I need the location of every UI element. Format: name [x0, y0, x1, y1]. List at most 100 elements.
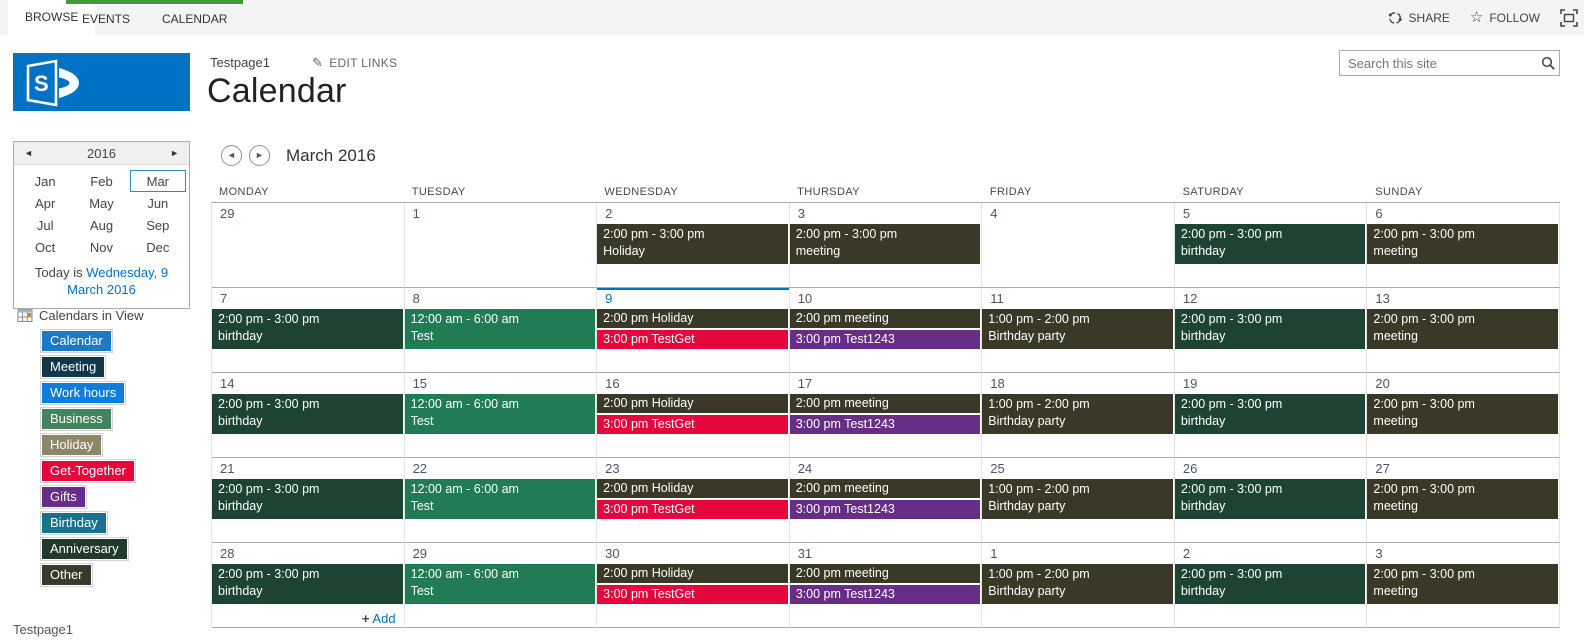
day-cell-24[interactable]: 24 2:00 pm meeting 3:00 pm Test1243 [789, 458, 983, 543]
day-number[interactable]: 20 [1375, 376, 1390, 391]
day-number[interactable]: 9 [605, 291, 613, 306]
breadcrumb-site-link[interactable]: Testpage1 [210, 55, 270, 70]
day-cell-20[interactable]: 20 2:00 pm - 3:00 pm meeting [1367, 373, 1560, 458]
calendar-chip-anniversary[interactable]: Anniversary [40, 537, 129, 561]
day-cell-1[interactable]: 1 [404, 203, 598, 288]
calendar-chip-work-hours[interactable]: Work hours [40, 381, 127, 405]
calendar-chip-get-together[interactable]: Get-Together [40, 459, 136, 483]
share-button[interactable]: SHARE [1387, 10, 1450, 26]
next-month-button[interactable]: ► [249, 145, 270, 166]
day-cell-3[interactable]: 3 2:00 pm - 3:00 pm meeting [1367, 543, 1560, 628]
day-number[interactable]: 22 [412, 461, 428, 476]
today-date-link[interactable]: Wednesday, 9 March 2016 [67, 265, 169, 297]
event-birthday-party[interactable]: 1:00 pm - 2:00 pm Birthday party [982, 479, 1173, 519]
day-number[interactable]: 5 [1182, 206, 1191, 221]
add-event-link[interactable]: + Add [362, 611, 396, 626]
event-test[interactable]: 12:00 am - 6:00 am Test [404, 479, 596, 519]
event-holiday[interactable]: 2:00 pm Holiday [597, 479, 788, 498]
day-cell-26[interactable]: 26 2:00 pm - 3:00 pm birthday [1174, 458, 1368, 543]
mini-month-aug[interactable]: Aug [89, 218, 114, 233]
tab-calendar[interactable]: CALENDAR [162, 12, 228, 26]
mini-month-jan[interactable]: Jan [34, 174, 56, 189]
day-cell-18[interactable]: 18 1:00 pm - 2:00 pm Birthday party [982, 373, 1175, 458]
event-test[interactable]: 12:00 am - 6:00 am Test [404, 394, 596, 434]
event-birthday[interactable]: 2:00 pm - 3:00 pm birthday [1174, 479, 1366, 519]
mini-month-mar[interactable]: Mar [129, 170, 186, 192]
sharepoint-logo[interactable]: S [13, 53, 190, 111]
day-number[interactable]: 24 [797, 461, 813, 476]
edit-links-button[interactable]: ✎ EDIT LINKS [312, 55, 397, 71]
event-birthday-party[interactable]: 1:00 pm - 2:00 pm Birthday party [982, 309, 1173, 349]
event-meeting[interactable]: 2:00 pm - 3:00 pm meeting [1367, 479, 1558, 519]
event-meeting[interactable]: 2:00 pm - 3:00 pm meeting [1367, 224, 1558, 264]
event-birthday[interactable]: 2:00 pm - 3:00 pm birthday [212, 309, 403, 349]
day-cell-9[interactable]: 9 2:00 pm Holiday 3:00 pm TestGet [597, 288, 790, 373]
day-number[interactable]: 29 [412, 546, 428, 561]
day-cell-19[interactable]: 19 2:00 pm - 3:00 pm birthday [1174, 373, 1368, 458]
day-cell-2[interactable]: 2 2:00 pm - 3:00 pm Holiday [597, 203, 790, 288]
day-number[interactable]: 13 [1375, 291, 1390, 306]
event-test[interactable]: 12:00 am - 6:00 am Test [404, 309, 596, 349]
calendar-chip-birthday[interactable]: Birthday [40, 511, 108, 535]
calendar-chip-other[interactable]: Other [40, 563, 93, 587]
event-test1243[interactable]: 3:00 pm Test1243 [789, 415, 981, 434]
calendar-chip-meeting[interactable]: Meeting [40, 355, 107, 379]
event-birthday-party[interactable]: 1:00 pm - 2:00 pm Birthday party [982, 564, 1173, 604]
mini-month-nov[interactable]: Nov [89, 240, 114, 255]
day-cell-5[interactable]: 5 2:00 pm - 3:00 pm birthday [1174, 203, 1368, 288]
day-cell-22[interactable]: 22 12:00 am - 6:00 am Test [404, 458, 598, 543]
day-cell-28[interactable]: 28 2:00 pm - 3:00 pm birthday + Add [212, 543, 405, 628]
mini-month-apr[interactable]: Apr [35, 196, 56, 211]
day-number[interactable]: 31 [797, 546, 813, 561]
footer-site-link[interactable]: Testpage1 [13, 622, 73, 637]
day-cell-8[interactable]: 8 12:00 am - 6:00 am Test [404, 288, 598, 373]
day-cell-16[interactable]: 16 2:00 pm Holiday 3:00 pm TestGet [597, 373, 790, 458]
day-cell-3[interactable]: 3 2:00 pm - 3:00 pm meeting [789, 203, 983, 288]
event-testget[interactable]: 3:00 pm TestGet [597, 415, 788, 434]
event-birthday[interactable]: 2:00 pm - 3:00 pm birthday [1174, 224, 1366, 264]
day-cell-27[interactable]: 27 2:00 pm - 3:00 pm meeting [1367, 458, 1560, 543]
day-number[interactable]: 10 [797, 291, 813, 306]
focus-mode-button[interactable] [1560, 8, 1578, 27]
day-number[interactable]: 18 [990, 376, 1005, 391]
day-cell-21[interactable]: 21 2:00 pm - 3:00 pm birthday [212, 458, 405, 543]
day-number[interactable]: 3 [797, 206, 805, 221]
event-birthday-party[interactable]: 1:00 pm - 2:00 pm Birthday party [982, 394, 1173, 434]
day-cell-15[interactable]: 15 12:00 am - 6:00 am Test [404, 373, 598, 458]
day-number[interactable]: 23 [605, 461, 620, 476]
day-cell-23[interactable]: 23 2:00 pm Holiday 3:00 pm TestGet [597, 458, 790, 543]
day-number[interactable]: 29 [220, 206, 235, 221]
event-meeting[interactable]: 2:00 pm - 3:00 pm meeting [1367, 394, 1558, 434]
event-birthday[interactable]: 2:00 pm - 3:00 pm birthday [1174, 309, 1366, 349]
event-meeting[interactable]: 2:00 pm meeting [789, 564, 981, 583]
day-number[interactable]: 15 [412, 376, 428, 391]
calendar-chip-gifts[interactable]: Gifts [40, 485, 87, 509]
day-number[interactable]: 28 [220, 546, 235, 561]
calendar-chip-business[interactable]: Business [40, 407, 113, 431]
day-cell-25[interactable]: 25 1:00 pm - 2:00 pm Birthday party [982, 458, 1175, 543]
day-cell-17[interactable]: 17 2:00 pm meeting 3:00 pm Test1243 [789, 373, 983, 458]
event-meeting[interactable]: 2:00 pm meeting [789, 479, 981, 498]
event-testget[interactable]: 3:00 pm TestGet [597, 500, 788, 519]
event-holiday[interactable]: 2:00 pm Holiday [597, 309, 788, 328]
day-number[interactable]: 12 [1182, 291, 1198, 306]
day-cell-11[interactable]: 11 1:00 pm - 2:00 pm Birthday party [982, 288, 1175, 373]
day-number[interactable]: 16 [605, 376, 620, 391]
mini-month-oct[interactable]: Oct [35, 240, 56, 255]
event-meeting[interactable]: 2:00 pm meeting [789, 394, 981, 413]
day-cell-30[interactable]: 30 2:00 pm Holiday 3:00 pm TestGet [597, 543, 790, 628]
day-cell-12[interactable]: 12 2:00 pm - 3:00 pm birthday [1174, 288, 1368, 373]
mini-month-may[interactable]: May [89, 196, 114, 211]
day-number[interactable]: 26 [1182, 461, 1198, 476]
day-cell-4[interactable]: 4 [982, 203, 1175, 288]
day-number[interactable]: 11 [990, 291, 1004, 306]
next-year-icon[interactable]: ► [170, 148, 179, 158]
day-number[interactable]: 4 [990, 206, 998, 221]
day-number[interactable]: 6 [1375, 206, 1383, 221]
day-cell-7[interactable]: 7 2:00 pm - 3:00 pm birthday [212, 288, 405, 373]
day-cell-13[interactable]: 13 2:00 pm - 3:00 pm meeting [1367, 288, 1560, 373]
event-meeting[interactable]: 2:00 pm - 3:00 pm meeting [1367, 309, 1558, 349]
event-holiday[interactable]: 2:00 pm - 3:00 pm Holiday [597, 224, 788, 264]
event-birthday[interactable]: 2:00 pm - 3:00 pm birthday [212, 479, 403, 519]
day-cell-29[interactable]: 29 [212, 203, 405, 288]
